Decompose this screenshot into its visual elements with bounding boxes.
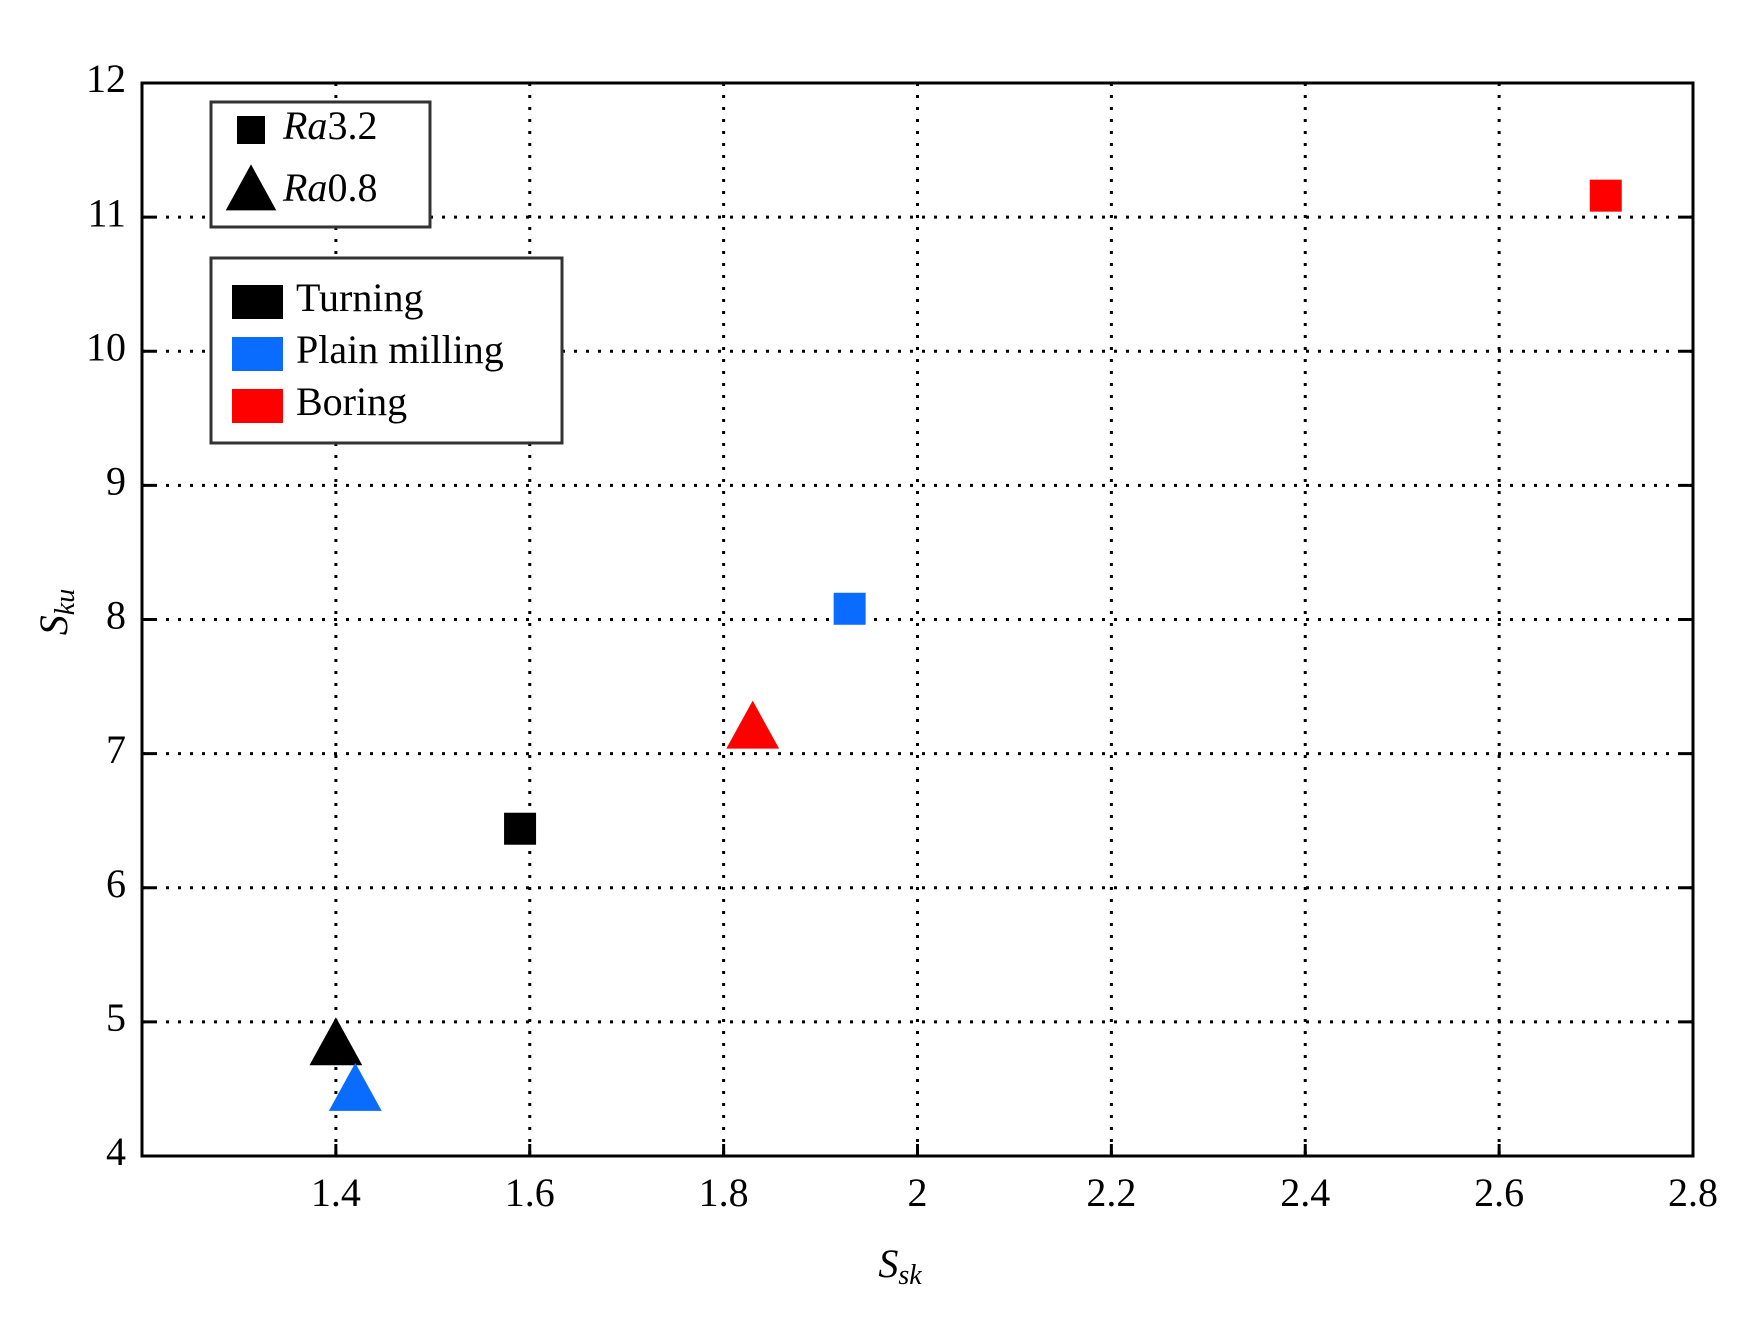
- marker-square: [833, 592, 866, 625]
- legend-label: Ra0.8: [282, 165, 377, 210]
- x-tick-label: 1.6: [505, 1170, 555, 1215]
- marker-triangle: [328, 1062, 382, 1111]
- x-tick-label: 2.6: [1474, 1170, 1524, 1215]
- marker-triangle: [726, 700, 780, 749]
- x-tick-label: 2.8: [1668, 1170, 1718, 1215]
- y-tick-label: 6: [106, 861, 126, 906]
- x-tick-label: 1.4: [311, 1170, 361, 1215]
- y-tick-label: 8: [106, 593, 126, 638]
- y-tick-label: 9: [106, 459, 126, 504]
- y-tick-label: 7: [106, 727, 126, 772]
- marker-triangle: [225, 164, 277, 211]
- legend-label: Turning: [296, 275, 423, 320]
- x-tick-label: 2.4: [1280, 1170, 1330, 1215]
- marker-square: [504, 812, 537, 845]
- plot-frame: [140, 81, 1695, 1158]
- y-tick-label: 11: [87, 190, 126, 235]
- x-tick-label: 2.2: [1086, 1170, 1136, 1215]
- y-tick-label: 5: [106, 995, 126, 1040]
- legend-swatch: [232, 389, 283, 423]
- legend-label: Boring: [296, 379, 407, 424]
- y-tick-label: 4: [106, 1129, 126, 1174]
- marker-square: [1589, 179, 1622, 212]
- marker-triangle: [309, 1017, 363, 1066]
- y-tick-label: 10: [86, 324, 126, 369]
- x-tick-label: 2: [908, 1170, 928, 1215]
- legend-swatch: [232, 337, 283, 371]
- marker-square: [237, 116, 265, 144]
- legend-swatch: [232, 285, 283, 319]
- y-axis-label: Sku: [31, 589, 81, 635]
- x-tick-label: 1.8: [699, 1170, 749, 1215]
- x-axis-label: Ssk: [878, 1241, 922, 1291]
- y-tick-label: 12: [86, 56, 126, 101]
- legend-label: Plain milling: [296, 327, 504, 372]
- legend-label: Ra3.2: [282, 103, 377, 148]
